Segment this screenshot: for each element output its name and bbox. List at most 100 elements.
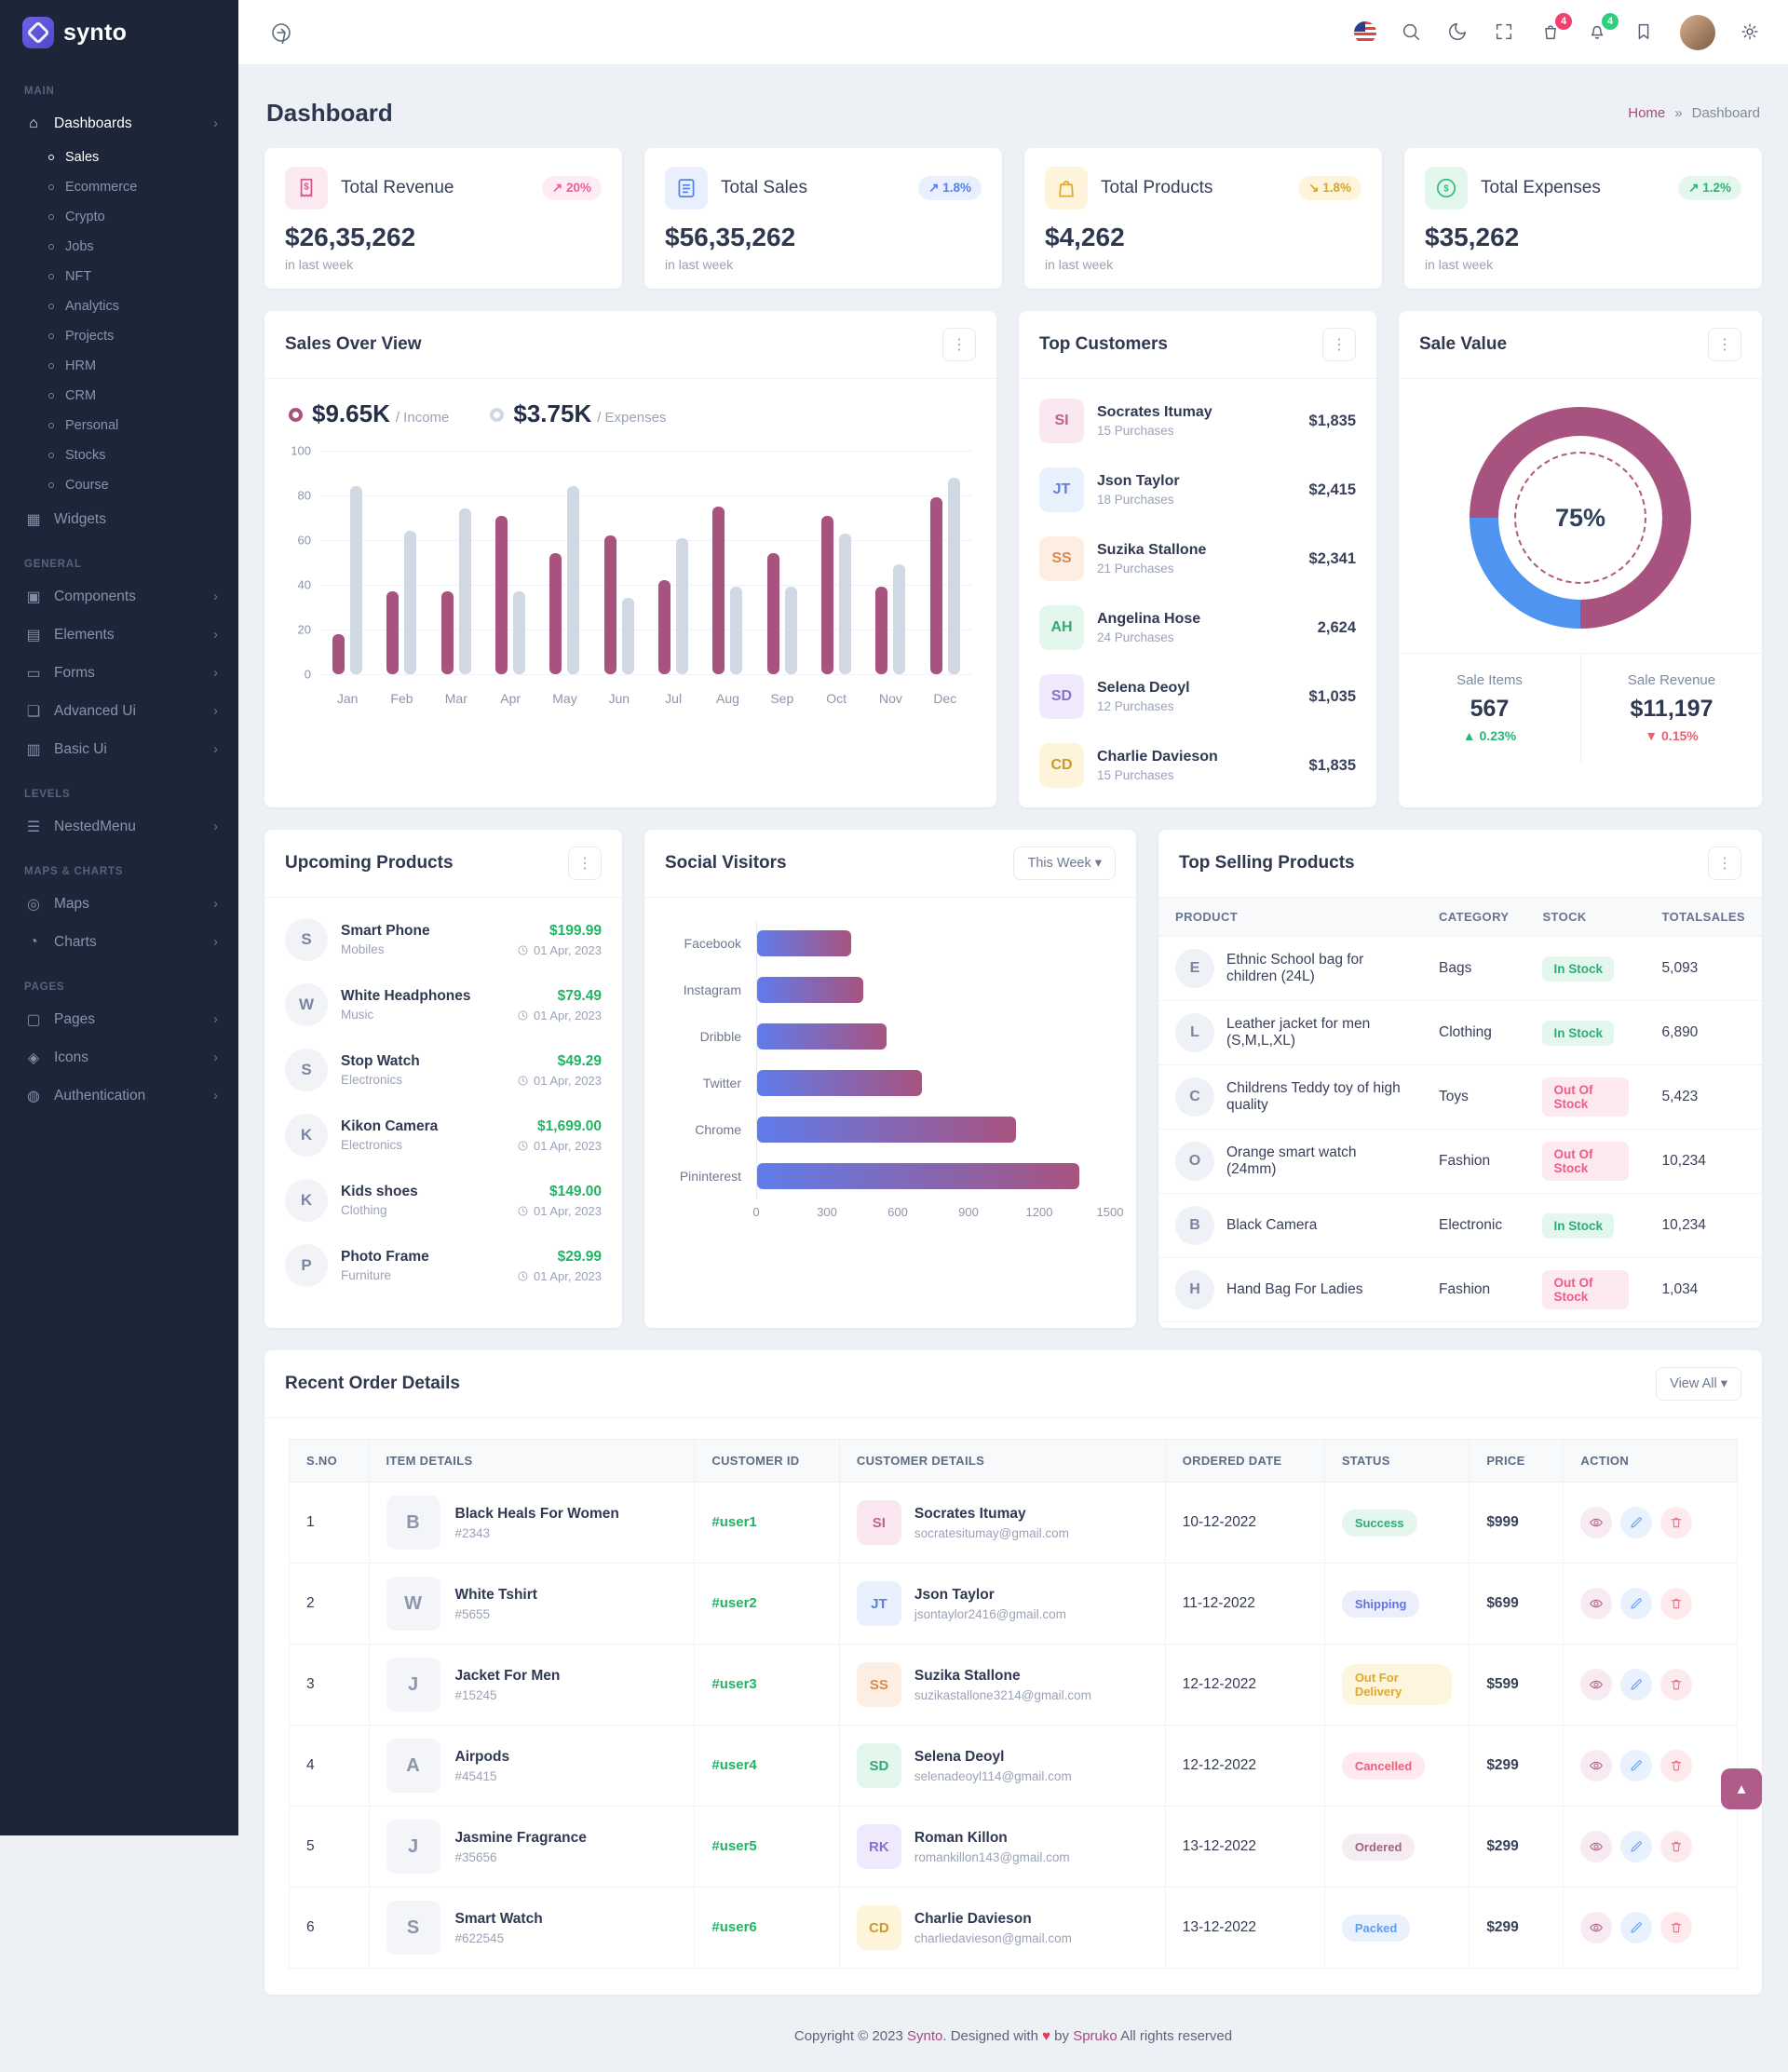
- top-customers-menu-button[interactable]: ⋮: [1322, 328, 1356, 361]
- sidebar-item-nestedmenu[interactable]: ☰NestedMenu›: [0, 807, 238, 846]
- sidebar-item-authentication[interactable]: ◍Authentication›: [0, 1077, 238, 1115]
- language-flag-us[interactable]: [1354, 21, 1376, 44]
- customer-id-link[interactable]: #user4: [711, 1757, 756, 1773]
- bullet-icon: [48, 244, 54, 250]
- sidebar-subitem-projects[interactable]: Projects: [0, 321, 238, 351]
- product-price: $79.49: [517, 988, 602, 1005]
- sidebar-item-dashboards[interactable]: ⌂Dashboards›: [0, 104, 238, 142]
- edit-button[interactable]: [1620, 1750, 1652, 1781]
- sales-overview-menu-button[interactable]: ⋮: [942, 328, 976, 361]
- view-button[interactable]: [1580, 1750, 1612, 1781]
- customer-id-link[interactable]: #user3: [711, 1676, 756, 1692]
- customer-id-link[interactable]: #user5: [711, 1838, 756, 1854]
- sidebar-subitem-sales[interactable]: Sales: [0, 142, 238, 172]
- sidebar-item-icons[interactable]: ◈Icons›: [0, 1038, 238, 1077]
- stat-delta-badge: ↗ 20%: [542, 176, 602, 200]
- sidebar-subitem-crm[interactable]: CRM: [0, 381, 238, 411]
- sidebar-item-widgets[interactable]: ▦Widgets: [0, 500, 238, 538]
- search-icon[interactable]: [1401, 21, 1423, 44]
- upcoming-products-menu-button[interactable]: ⋮: [568, 846, 602, 880]
- customer-id-link[interactable]: #user6: [711, 1919, 756, 1935]
- edit-button[interactable]: [1620, 1588, 1652, 1619]
- delete-button[interactable]: [1660, 1831, 1692, 1862]
- sidebar-subitem-nft[interactable]: NFT: [0, 262, 238, 291]
- cart-icon[interactable]: 4: [1540, 21, 1563, 44]
- social-range-select[interactable]: This Week ▾: [1013, 846, 1116, 880]
- fullscreen-icon[interactable]: [1494, 21, 1516, 44]
- sidebar-item-elements[interactable]: ▤Elements›: [0, 616, 238, 654]
- edit-button[interactable]: [1620, 1831, 1652, 1862]
- delete-button[interactable]: [1660, 1912, 1692, 1943]
- sidebar-item-advanced-ui[interactable]: ❏Advanced Ui›: [0, 692, 238, 730]
- stock-badge: In Stock: [1542, 1213, 1614, 1239]
- bookmark-icon[interactable]: [1633, 21, 1656, 44]
- nested-menu-icon: ☰: [24, 818, 43, 836]
- customer-name: Json Taylor: [1097, 473, 1296, 490]
- footer-spruko-link[interactable]: Spruko: [1073, 2028, 1118, 2044]
- sidebar-subitem-analytics[interactable]: Analytics: [0, 291, 238, 321]
- sidebar-item-maps[interactable]: ◎Maps›: [0, 885, 238, 923]
- view-all-button[interactable]: View All ▾: [1656, 1367, 1741, 1401]
- sidebar-item-pages[interactable]: ▢Pages›: [0, 1000, 238, 1038]
- user-avatar[interactable]: [1680, 15, 1715, 50]
- view-button[interactable]: [1580, 1507, 1612, 1538]
- delete-button[interactable]: [1660, 1507, 1692, 1538]
- view-button[interactable]: [1580, 1912, 1612, 1943]
- sidebar-subitem-hrm[interactable]: HRM: [0, 351, 238, 381]
- sale-value-menu-button[interactable]: ⋮: [1708, 328, 1741, 361]
- scroll-to-top-button[interactable]: ▲: [1721, 1768, 1762, 1809]
- dark-mode-icon[interactable]: [1447, 21, 1470, 44]
- notifications-icon[interactable]: 4: [1587, 21, 1609, 44]
- sidebar-subitem-stocks[interactable]: Stocks: [0, 440, 238, 470]
- view-button[interactable]: [1580, 1831, 1612, 1862]
- stat-card-top: $Total Expenses↗ 1.2%: [1425, 167, 1741, 210]
- delete-button[interactable]: [1660, 1669, 1692, 1700]
- app-logo[interactable]: synto: [0, 0, 238, 65]
- social-track: [756, 1013, 1110, 1060]
- sidebar-item-basic-ui[interactable]: ▥Basic Ui›: [0, 730, 238, 768]
- sidebar-item-charts[interactable]: ◔Charts›: [0, 923, 238, 961]
- delete-button[interactable]: [1660, 1588, 1692, 1619]
- settings-icon[interactable]: [1740, 21, 1762, 44]
- sidebar-subitem-crypto[interactable]: Crypto: [0, 202, 238, 232]
- sidebar-subitem-course[interactable]: Course: [0, 470, 238, 500]
- view-button[interactable]: [1580, 1669, 1612, 1700]
- sidebar-subitem-ecommerce[interactable]: Ecommerce: [0, 172, 238, 202]
- sidebar-toggle-icon[interactable]: [264, 16, 298, 49]
- delete-button[interactable]: [1660, 1750, 1692, 1781]
- view-button[interactable]: [1580, 1588, 1612, 1619]
- customer-id-link[interactable]: #user2: [711, 1595, 756, 1611]
- top-selling-menu-button[interactable]: ⋮: [1708, 846, 1741, 880]
- sidebar-item-forms[interactable]: ▭Forms›: [0, 654, 238, 692]
- footer-synto-link[interactable]: Synto: [907, 2028, 942, 2044]
- sidebar-subitem-personal[interactable]: Personal: [0, 411, 238, 440]
- edit-button[interactable]: [1620, 1507, 1652, 1538]
- edit-button[interactable]: [1620, 1912, 1652, 1943]
- customer-id-link[interactable]: #user1: [711, 1514, 756, 1530]
- breadcrumb-home-link[interactable]: Home: [1628, 105, 1665, 121]
- date-text: 01 Apr, 2023: [534, 1139, 602, 1153]
- sidebar-item-components[interactable]: ▣Components›: [0, 577, 238, 616]
- edit-button[interactable]: [1620, 1669, 1652, 1700]
- sidebar-subitem-jobs[interactable]: Jobs: [0, 232, 238, 262]
